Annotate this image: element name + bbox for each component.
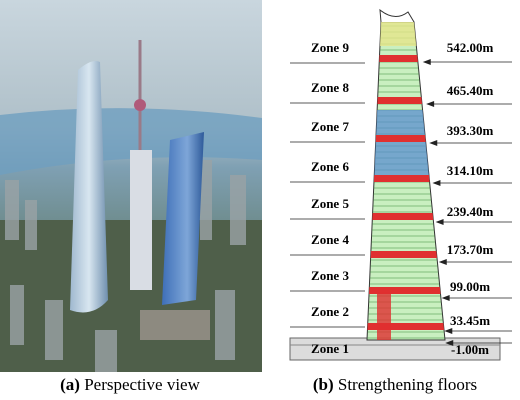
strengthening-floor bbox=[367, 287, 445, 294]
zone-label: Zone 4 bbox=[311, 232, 349, 247]
strengthening-floor bbox=[367, 175, 445, 182]
elevation-label: 393.30m bbox=[447, 123, 494, 138]
arrow-head bbox=[422, 59, 431, 65]
arrow-head bbox=[441, 295, 450, 301]
zone-label: Zone 3 bbox=[311, 268, 349, 283]
elevation-label: 99.00m bbox=[450, 279, 490, 294]
elevation-label: -1.00m bbox=[451, 342, 489, 357]
elevation-label: 173.70m bbox=[447, 242, 494, 257]
zone-label: Zone 1 bbox=[311, 341, 349, 356]
elevation-label: 33.45m bbox=[450, 313, 490, 328]
arrow-head bbox=[438, 259, 447, 265]
zone-label: Zone 2 bbox=[311, 304, 349, 319]
strengthening-floor bbox=[367, 213, 445, 220]
zone-label: Zone 7 bbox=[311, 119, 349, 134]
caption-a: (a) Perspective view bbox=[60, 375, 200, 394]
zone-label: Zone 6 bbox=[311, 159, 349, 174]
arrow-head bbox=[432, 180, 441, 186]
yellow-zone bbox=[367, 22, 445, 46]
elevation-label: 542.00m bbox=[447, 40, 494, 55]
elevation-label: 314.10m bbox=[447, 163, 494, 178]
zone-label: Zone 8 bbox=[311, 80, 349, 95]
strengthening-floor bbox=[367, 323, 445, 330]
arrow-head bbox=[445, 340, 454, 346]
strengthening-floor bbox=[367, 251, 445, 258]
photo bbox=[0, 0, 262, 372]
core bbox=[377, 292, 391, 340]
strengthening-floor bbox=[367, 97, 445, 104]
caption-b: (b) Strengthening floors bbox=[313, 375, 477, 394]
strengthening-floor bbox=[367, 55, 445, 62]
strengthening-floor bbox=[367, 135, 445, 142]
arrow-head bbox=[426, 101, 435, 107]
elevation-label: 465.40m bbox=[447, 83, 494, 98]
arrow-head bbox=[435, 219, 444, 225]
elevation-label: 239.40m bbox=[447, 204, 494, 219]
arrow-head bbox=[429, 140, 438, 146]
zone-label: Zone 5 bbox=[311, 196, 349, 211]
arrow-head bbox=[444, 328, 453, 334]
zone-label: Zone 9 bbox=[311, 40, 349, 55]
